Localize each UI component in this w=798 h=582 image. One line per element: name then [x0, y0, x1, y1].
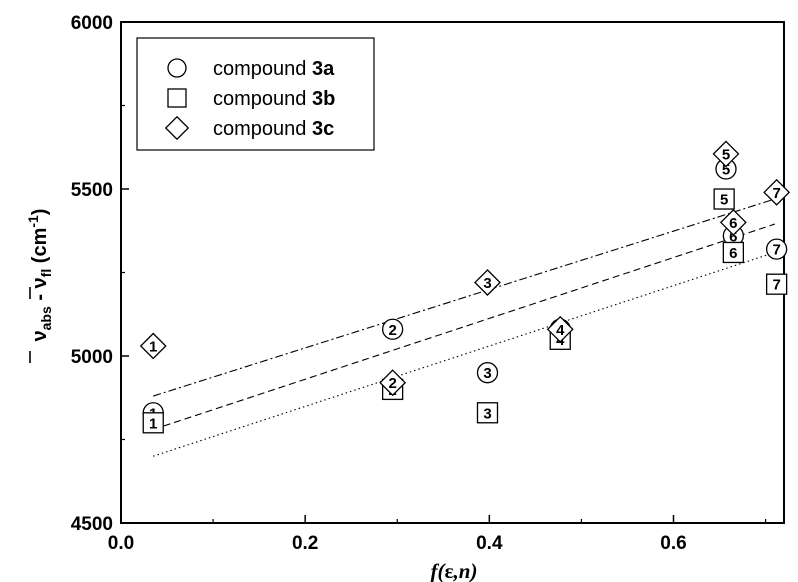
circle-marker [381, 318, 404, 340]
y-tick-label: 5000 [71, 347, 113, 368]
diamond-marker [379, 369, 407, 397]
circle-marker [476, 362, 499, 384]
point-label: 2 [388, 322, 396, 339]
point-label: 5 [722, 161, 730, 178]
point-label: 6 [729, 215, 737, 232]
y-tick-label: 6000 [71, 13, 113, 34]
diamond-marker [546, 315, 574, 343]
point-label: 6 [729, 228, 737, 245]
y-tick-label: 5500 [71, 180, 113, 201]
point-label: 7 [772, 185, 780, 202]
y-axis-title: νabs - νfl (cm-1) [25, 209, 54, 363]
x-tick-label: 0.6 [660, 533, 686, 554]
diamond-marker [474, 269, 501, 296]
point-label: 5 [720, 192, 728, 209]
circle-marker [765, 238, 788, 260]
point-label: 4 [556, 322, 565, 339]
axis-ticks: 0.0 0.2 0.4 0.6 4500 5000 5500 6000 [71, 13, 767, 554]
y-tick-label: 4500 [71, 514, 113, 535]
point-label: 7 [772, 242, 780, 259]
diamond-marker [763, 178, 791, 206]
point-label: 3 [483, 405, 491, 422]
legend-square-icon [167, 88, 187, 108]
point-label: 7 [772, 277, 780, 294]
square-marker [722, 241, 745, 264]
legend-label: compound 3b [213, 88, 335, 110]
square-marker [713, 188, 735, 210]
fit-line-square [153, 251, 775, 457]
svg-text:νabs - νfl (cm-1): νabs - νfl (cm-1) [25, 209, 54, 342]
legend: compound 3a compound 3b compound 3c [136, 37, 375, 151]
legend-label: compound 3c [213, 118, 334, 140]
legend-circle-icon [167, 58, 187, 78]
point-label: 5 [722, 146, 730, 163]
point-label: 3 [483, 275, 491, 292]
point-label: 3 [483, 365, 491, 382]
legend-label: compound 3a [213, 58, 335, 80]
data-markers: 123456712345671234567 [139, 140, 791, 434]
x-tick-label: 0.0 [108, 533, 134, 554]
x-tick-label: 0.4 [476, 533, 503, 554]
x-axis-title: f(ε,n) [431, 559, 478, 582]
x-tick-label: 0.2 [292, 533, 318, 554]
legend-diamond-icon [164, 115, 190, 141]
diamond-marker [139, 332, 167, 360]
fit-line-circle [153, 223, 775, 431]
square-marker [476, 402, 499, 424]
square-marker [142, 412, 164, 434]
square-marker [765, 273, 788, 295]
point-label: 1 [149, 338, 157, 355]
point-label: 2 [388, 375, 396, 392]
diamond-marker [712, 140, 740, 168]
point-label: 6 [729, 245, 737, 262]
fit-lines [153, 198, 775, 457]
point-label: 1 [149, 415, 157, 432]
diamond-marker [719, 208, 747, 236]
fit-line-diamond [153, 198, 775, 397]
